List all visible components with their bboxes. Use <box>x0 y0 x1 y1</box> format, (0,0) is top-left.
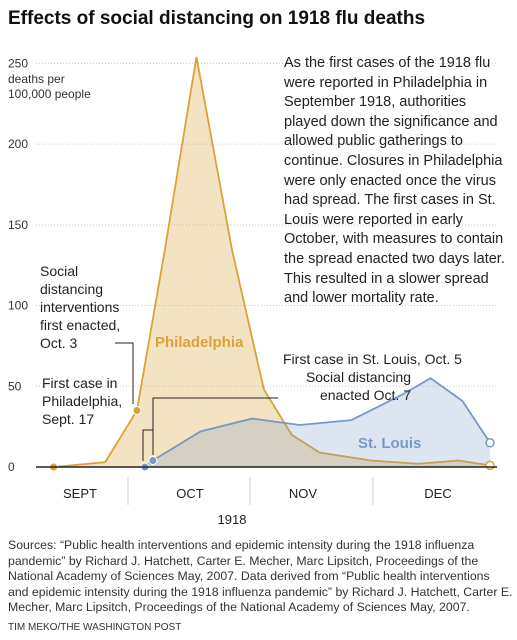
line <box>144 377 491 468</box>
point <box>485 438 495 448</box>
y-tick-label: 100 <box>8 299 28 313</box>
x-axis-label: 1918 <box>218 512 247 527</box>
annotation: Social distancing enacted Oct. 7 <box>305 369 411 403</box>
credit: TIM MEKO/THE WASHINGTON POST <box>8 622 182 633</box>
connector <box>152 397 278 455</box>
y-axis-label: deaths per 100,000 people <box>8 72 91 101</box>
y-tick-label: 200 <box>8 137 28 151</box>
x-tick-label: NOV <box>289 486 318 501</box>
x-tick-label: OCT <box>176 486 204 501</box>
body-text: As the first cases of the 1918 flu were … <box>284 55 505 307</box>
y-tick-label: 250 <box>8 56 28 70</box>
chart-title: Effects of social distancing on 1918 flu… <box>8 8 426 29</box>
annotation: Social distancing interventions first en… <box>40 263 121 351</box>
area-fill <box>53 56 491 468</box>
x-tick-label: DEC <box>424 486 451 501</box>
series-label: St. Louis <box>358 435 421 452</box>
annotation: First case in Philadelphia, Sept. 17 <box>42 375 123 427</box>
point <box>148 456 158 466</box>
area-fill <box>144 378 491 467</box>
sources: Sources: “Public health interventions an… <box>8 538 513 614</box>
connector <box>115 342 134 404</box>
annotation: First case in St. Louis, Oct. 5 <box>283 351 462 367</box>
y-tick-label: 0 <box>8 460 15 474</box>
point <box>132 405 142 415</box>
y-tick-label: 50 <box>8 379 22 393</box>
y-tick-label: 150 <box>8 218 28 232</box>
series-label: Philadelphia <box>155 334 244 351</box>
point <box>485 460 495 471</box>
connector <box>142 429 153 461</box>
x-tick-label: SEPT <box>63 486 97 501</box>
